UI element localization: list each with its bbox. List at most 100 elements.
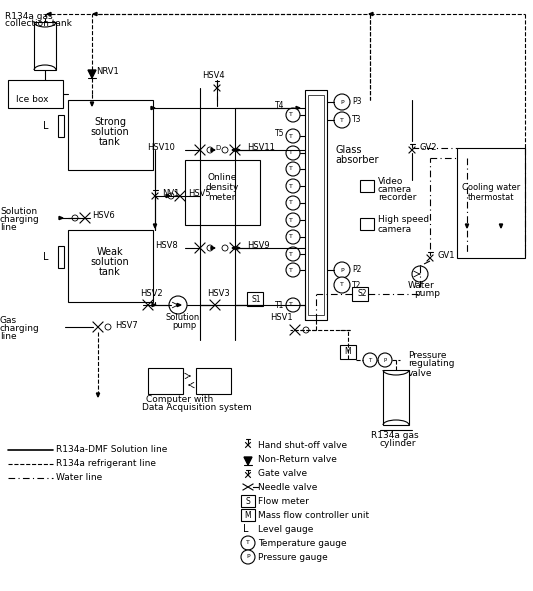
Text: Hand shut-off valve: Hand shut-off valve	[258, 440, 347, 450]
Circle shape	[334, 94, 350, 110]
Circle shape	[241, 550, 255, 564]
Text: pump: pump	[172, 320, 196, 330]
Text: Flow meter: Flow meter	[258, 496, 309, 505]
Text: T: T	[368, 358, 372, 362]
Text: P2: P2	[352, 265, 361, 274]
Text: cylinder: cylinder	[379, 439, 416, 447]
Circle shape	[286, 298, 300, 312]
Text: NRV1: NRV1	[96, 67, 119, 76]
Bar	[383, 370, 409, 425]
Text: Needle valve: Needle valve	[258, 482, 317, 492]
Bar	[8, 80, 63, 108]
Text: Temperature gauge: Temperature gauge	[258, 538, 346, 547]
Text: P: P	[340, 268, 344, 272]
Text: S1: S1	[252, 294, 262, 304]
Text: tank: tank	[99, 267, 121, 277]
Text: T: T	[289, 268, 293, 272]
Circle shape	[222, 245, 228, 251]
Circle shape	[207, 147, 213, 153]
Circle shape	[105, 324, 111, 330]
Text: NV1: NV1	[162, 190, 180, 199]
Circle shape	[169, 296, 187, 314]
Polygon shape	[232, 246, 236, 249]
Text: HSV5: HSV5	[188, 190, 211, 199]
Text: M: M	[245, 511, 252, 519]
Text: P: P	[340, 99, 344, 105]
Text: line: line	[0, 223, 17, 232]
Text: Cooling water: Cooling water	[462, 183, 520, 193]
Text: L: L	[43, 121, 49, 131]
Polygon shape	[499, 224, 503, 228]
Text: L: L	[43, 252, 49, 262]
Text: Non-Return valve: Non-Return valve	[258, 454, 337, 463]
Polygon shape	[237, 247, 240, 249]
Text: GV2: GV2	[419, 144, 437, 152]
Text: Pressure gauge: Pressure gauge	[258, 553, 328, 561]
Polygon shape	[232, 148, 236, 152]
Circle shape	[378, 353, 392, 367]
Text: R134a gas: R134a gas	[371, 430, 418, 440]
Bar	[68, 230, 153, 302]
Bar	[241, 495, 255, 507]
Bar	[68, 100, 153, 170]
Polygon shape	[465, 224, 469, 228]
Text: collection tank: collection tank	[5, 19, 72, 28]
Circle shape	[412, 266, 428, 282]
Text: T: T	[289, 151, 293, 155]
Circle shape	[334, 112, 350, 128]
Text: HSV9: HSV9	[247, 242, 270, 251]
Circle shape	[286, 179, 300, 193]
Text: charging: charging	[0, 215, 40, 224]
Text: R134a gas: R134a gas	[5, 12, 53, 21]
Polygon shape	[296, 303, 300, 307]
Bar	[352, 287, 368, 301]
Text: T: T	[289, 134, 293, 138]
Bar	[360, 180, 374, 192]
Circle shape	[72, 215, 78, 221]
Text: Weak: Weak	[96, 247, 123, 257]
Polygon shape	[96, 393, 100, 397]
Text: camera: camera	[378, 186, 412, 194]
Text: pump: pump	[414, 290, 440, 298]
Circle shape	[207, 245, 213, 251]
Text: T: T	[289, 200, 293, 206]
Bar	[58, 115, 64, 137]
Circle shape	[286, 146, 300, 160]
Text: S2: S2	[357, 290, 367, 298]
Circle shape	[286, 129, 300, 143]
Bar	[34, 22, 56, 70]
Circle shape	[334, 262, 350, 278]
Text: T2: T2	[352, 281, 361, 290]
Text: recorder: recorder	[378, 193, 416, 203]
Circle shape	[286, 263, 300, 277]
Text: Glass: Glass	[335, 145, 361, 155]
Text: HSV2: HSV2	[140, 288, 163, 297]
Text: T4: T4	[275, 100, 285, 109]
Text: HSV1: HSV1	[270, 313, 293, 323]
Circle shape	[168, 193, 174, 199]
Polygon shape	[154, 224, 157, 228]
Bar	[340, 345, 356, 359]
Text: Online: Online	[207, 174, 237, 183]
Polygon shape	[91, 102, 94, 106]
Polygon shape	[237, 149, 240, 151]
Text: GV1: GV1	[437, 252, 455, 261]
Bar	[196, 368, 231, 394]
Text: meter: meter	[208, 193, 236, 203]
Text: T1: T1	[275, 300, 285, 310]
Text: T: T	[289, 252, 293, 256]
Circle shape	[286, 247, 300, 261]
Polygon shape	[151, 106, 155, 109]
Text: Ice box: Ice box	[16, 96, 49, 105]
Polygon shape	[93, 12, 97, 15]
Text: S: S	[246, 496, 251, 505]
Circle shape	[286, 230, 300, 244]
Text: HSV7: HSV7	[115, 320, 138, 330]
Circle shape	[222, 147, 228, 153]
Text: Mass flow controller unit: Mass flow controller unit	[258, 511, 369, 519]
Text: Water line: Water line	[56, 473, 102, 482]
Text: D: D	[215, 145, 220, 151]
Circle shape	[286, 213, 300, 227]
Text: density: density	[205, 183, 239, 193]
Polygon shape	[211, 246, 215, 249]
